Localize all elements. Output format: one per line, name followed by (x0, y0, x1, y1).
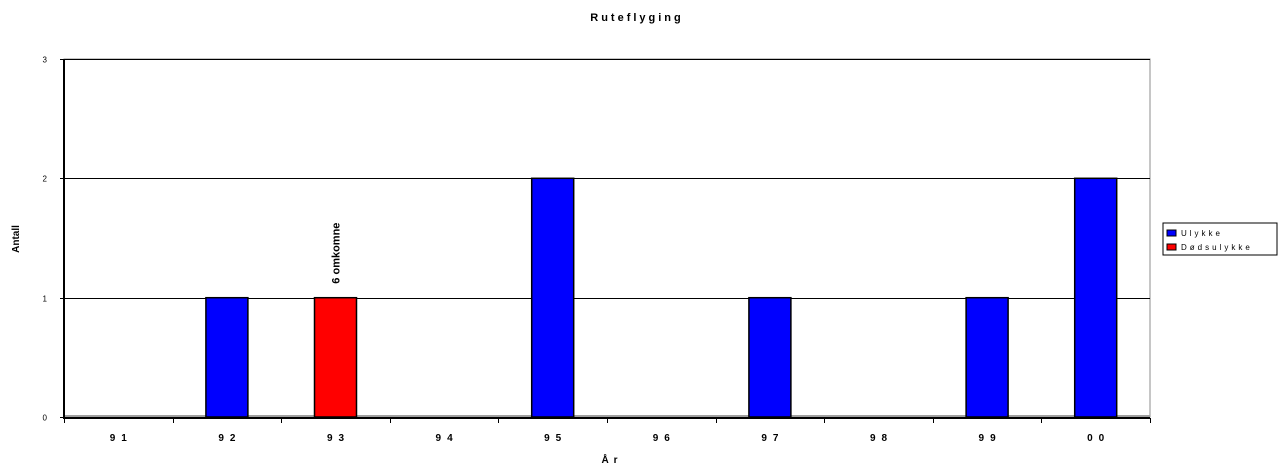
x-tick-label: 97 (761, 433, 784, 444)
x-tick-label: 99 (979, 433, 1002, 444)
legend: Ulykke Dødsulykke (1162, 222, 1278, 256)
x-tick-label: 98 (870, 433, 893, 444)
tick-labels: 0 1 2 3 91 92 93 94 95 96 97 98 99 00 (43, 56, 1110, 445)
x-tick-label: 00 (1087, 433, 1110, 444)
annotation: 6 omkomne (331, 223, 343, 284)
legend-label: Ulykke (1181, 229, 1223, 238)
axes (60, 59, 1151, 423)
bar (1073, 177, 1118, 418)
legend-box (1162, 222, 1278, 256)
x-tick-label: 95 (544, 433, 567, 444)
chart-title: Ruteflyging (590, 12, 684, 24)
x-tick-label: 94 (436, 433, 459, 444)
y-tick-label: 2 (43, 175, 48, 184)
legend-label: Dødsulykke (1181, 243, 1253, 252)
x-tick-label: 92 (218, 433, 241, 444)
x-tick-label: 93 (327, 433, 350, 444)
y-tick-label: 0 (43, 414, 48, 423)
x-axis-title: År (601, 453, 622, 463)
x-tick-label: 91 (110, 433, 133, 444)
bar (205, 296, 249, 418)
y-tick-label: 1 (43, 295, 48, 304)
bar (530, 177, 575, 418)
x-tick-label: 96 (653, 433, 676, 444)
bar (313, 296, 358, 418)
legend-swatch (1166, 243, 1177, 251)
annotations: 6 omkomne (331, 223, 343, 284)
legend-swatch (1166, 229, 1177, 237)
y-tick-label: 3 (43, 56, 48, 65)
y-axis-title: Antall (11, 225, 22, 253)
bar (748, 296, 792, 418)
bar (965, 296, 1009, 418)
